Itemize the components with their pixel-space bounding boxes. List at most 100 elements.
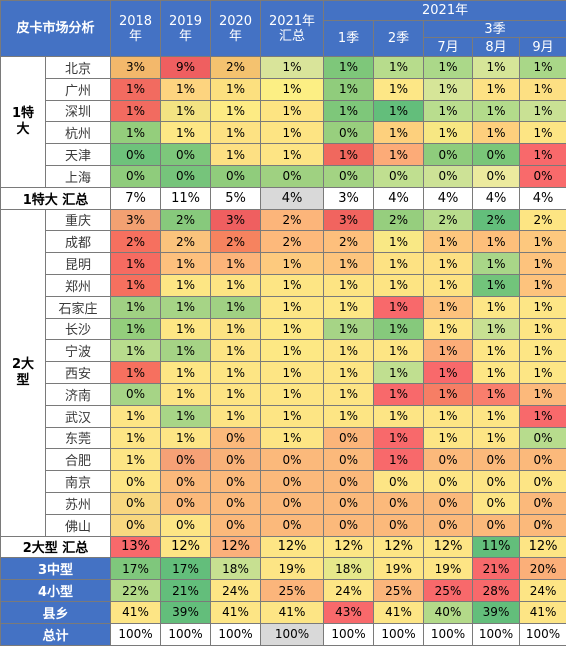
value-cell: 1% [211, 122, 261, 144]
city-label: 合肥 [46, 449, 111, 471]
value-cell: 1% [324, 296, 374, 318]
value-cell: 1% [424, 253, 473, 275]
value-cell: 1% [473, 362, 520, 384]
value-cell: 19% [424, 558, 473, 580]
value-cell: 1% [520, 362, 566, 384]
city-label: 重庆 [46, 209, 111, 231]
value-cell: 3% [211, 209, 261, 231]
value-cell: 1% [261, 318, 324, 340]
value-cell: 1% [211, 78, 261, 100]
value-cell: 0% [520, 165, 566, 187]
city-label: 杭州 [46, 122, 111, 144]
value-cell: 1% [261, 274, 324, 296]
value-cell: 0% [111, 514, 161, 536]
value-cell: 1% [161, 78, 211, 100]
value-cell: 1% [473, 340, 520, 362]
header-q3: 3季 [424, 21, 566, 38]
value-cell: 1% [324, 340, 374, 362]
value-cell: 1% [374, 383, 424, 405]
value-cell: 0% [324, 471, 374, 493]
header-2021-total: 2021年汇总 [261, 1, 324, 57]
value-cell: 1% [161, 253, 211, 275]
value-cell: 9% [161, 57, 211, 79]
value-cell: 1% [161, 383, 211, 405]
value-cell: 12% [520, 536, 566, 558]
value-cell: 1% [374, 253, 424, 275]
value-cell: 1% [324, 405, 374, 427]
value-cell: 2% [473, 209, 520, 231]
value-cell: 17% [111, 558, 161, 580]
value-cell: 1% [374, 449, 424, 471]
header-year-line: 年 [129, 29, 142, 44]
value-cell: 4% [261, 187, 324, 209]
value-cell: 0% [211, 492, 261, 514]
value-cell: 28% [473, 580, 520, 602]
value-cell: 0% [211, 165, 261, 187]
value-cell: 13% [111, 536, 161, 558]
value-cell: 1% [211, 253, 261, 275]
value-cell: 2% [211, 57, 261, 79]
value-cell: 3% [111, 57, 161, 79]
value-cell: 1% [324, 362, 374, 384]
value-cell: 1% [473, 318, 520, 340]
value-cell: 4% [520, 187, 566, 209]
header-2021: 2021年 [324, 1, 566, 21]
value-cell: 39% [473, 601, 520, 623]
value-cell: 1% [161, 318, 211, 340]
value-cell: 1% [473, 78, 520, 100]
value-cell: 100% [520, 623, 566, 645]
value-cell: 1% [374, 362, 424, 384]
value-cell: 1% [111, 362, 161, 384]
city-label: 苏州 [46, 492, 111, 514]
value-cell: 1% [211, 100, 261, 122]
value-cell: 0% [424, 165, 473, 187]
value-cell: 0% [261, 449, 324, 471]
value-cell: 1% [473, 427, 520, 449]
value-cell: 1% [424, 340, 473, 362]
value-cell: 0% [473, 144, 520, 166]
value-cell: 1% [161, 122, 211, 144]
header-q2: 2季 [374, 21, 424, 57]
value-cell: 1% [374, 231, 424, 253]
header-year-line: 2020 [219, 14, 252, 29]
value-cell: 1% [374, 144, 424, 166]
value-cell: 1% [424, 100, 473, 122]
value-cell: 1% [473, 253, 520, 275]
value-cell: 18% [211, 558, 261, 580]
value-cell: 0% [324, 492, 374, 514]
value-cell: 12% [374, 536, 424, 558]
group-label-line: 2大 [12, 357, 34, 372]
value-cell: 1% [324, 383, 374, 405]
value-cell: 3% [111, 209, 161, 231]
value-cell: 1% [520, 274, 566, 296]
city-label: 武汉 [46, 405, 111, 427]
value-cell: 1% [324, 144, 374, 166]
value-cell: 1% [161, 274, 211, 296]
value-cell: 0% [324, 165, 374, 187]
group-label: 1特大 [1, 57, 46, 188]
value-cell: 1% [211, 296, 261, 318]
value-cell: 1% [520, 231, 566, 253]
value-cell: 0% [211, 514, 261, 536]
group-label-line: 大 [16, 122, 29, 137]
value-cell: 100% [261, 623, 324, 645]
value-cell: 1% [520, 318, 566, 340]
value-cell: 0% [473, 449, 520, 471]
city-label: 西安 [46, 362, 111, 384]
value-cell: 41% [520, 601, 566, 623]
value-cell: 1% [473, 100, 520, 122]
city-label: 南京 [46, 471, 111, 493]
value-cell: 0% [161, 514, 211, 536]
value-cell: 19% [374, 558, 424, 580]
header-year-line: 2021年 [269, 14, 315, 29]
value-cell: 2% [424, 209, 473, 231]
value-cell: 0% [520, 514, 566, 536]
